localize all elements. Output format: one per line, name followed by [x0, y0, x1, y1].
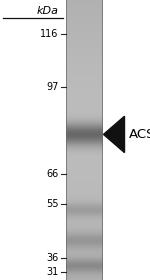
Text: kDa: kDa [36, 6, 58, 16]
Text: ACSL: ACSL [129, 128, 150, 141]
Text: 66: 66 [46, 169, 59, 179]
Text: 116: 116 [40, 29, 58, 39]
Text: 55: 55 [46, 199, 58, 209]
Polygon shape [103, 116, 124, 153]
Text: 97: 97 [46, 82, 59, 92]
Text: 31: 31 [46, 267, 59, 277]
Text: 36: 36 [46, 253, 59, 263]
